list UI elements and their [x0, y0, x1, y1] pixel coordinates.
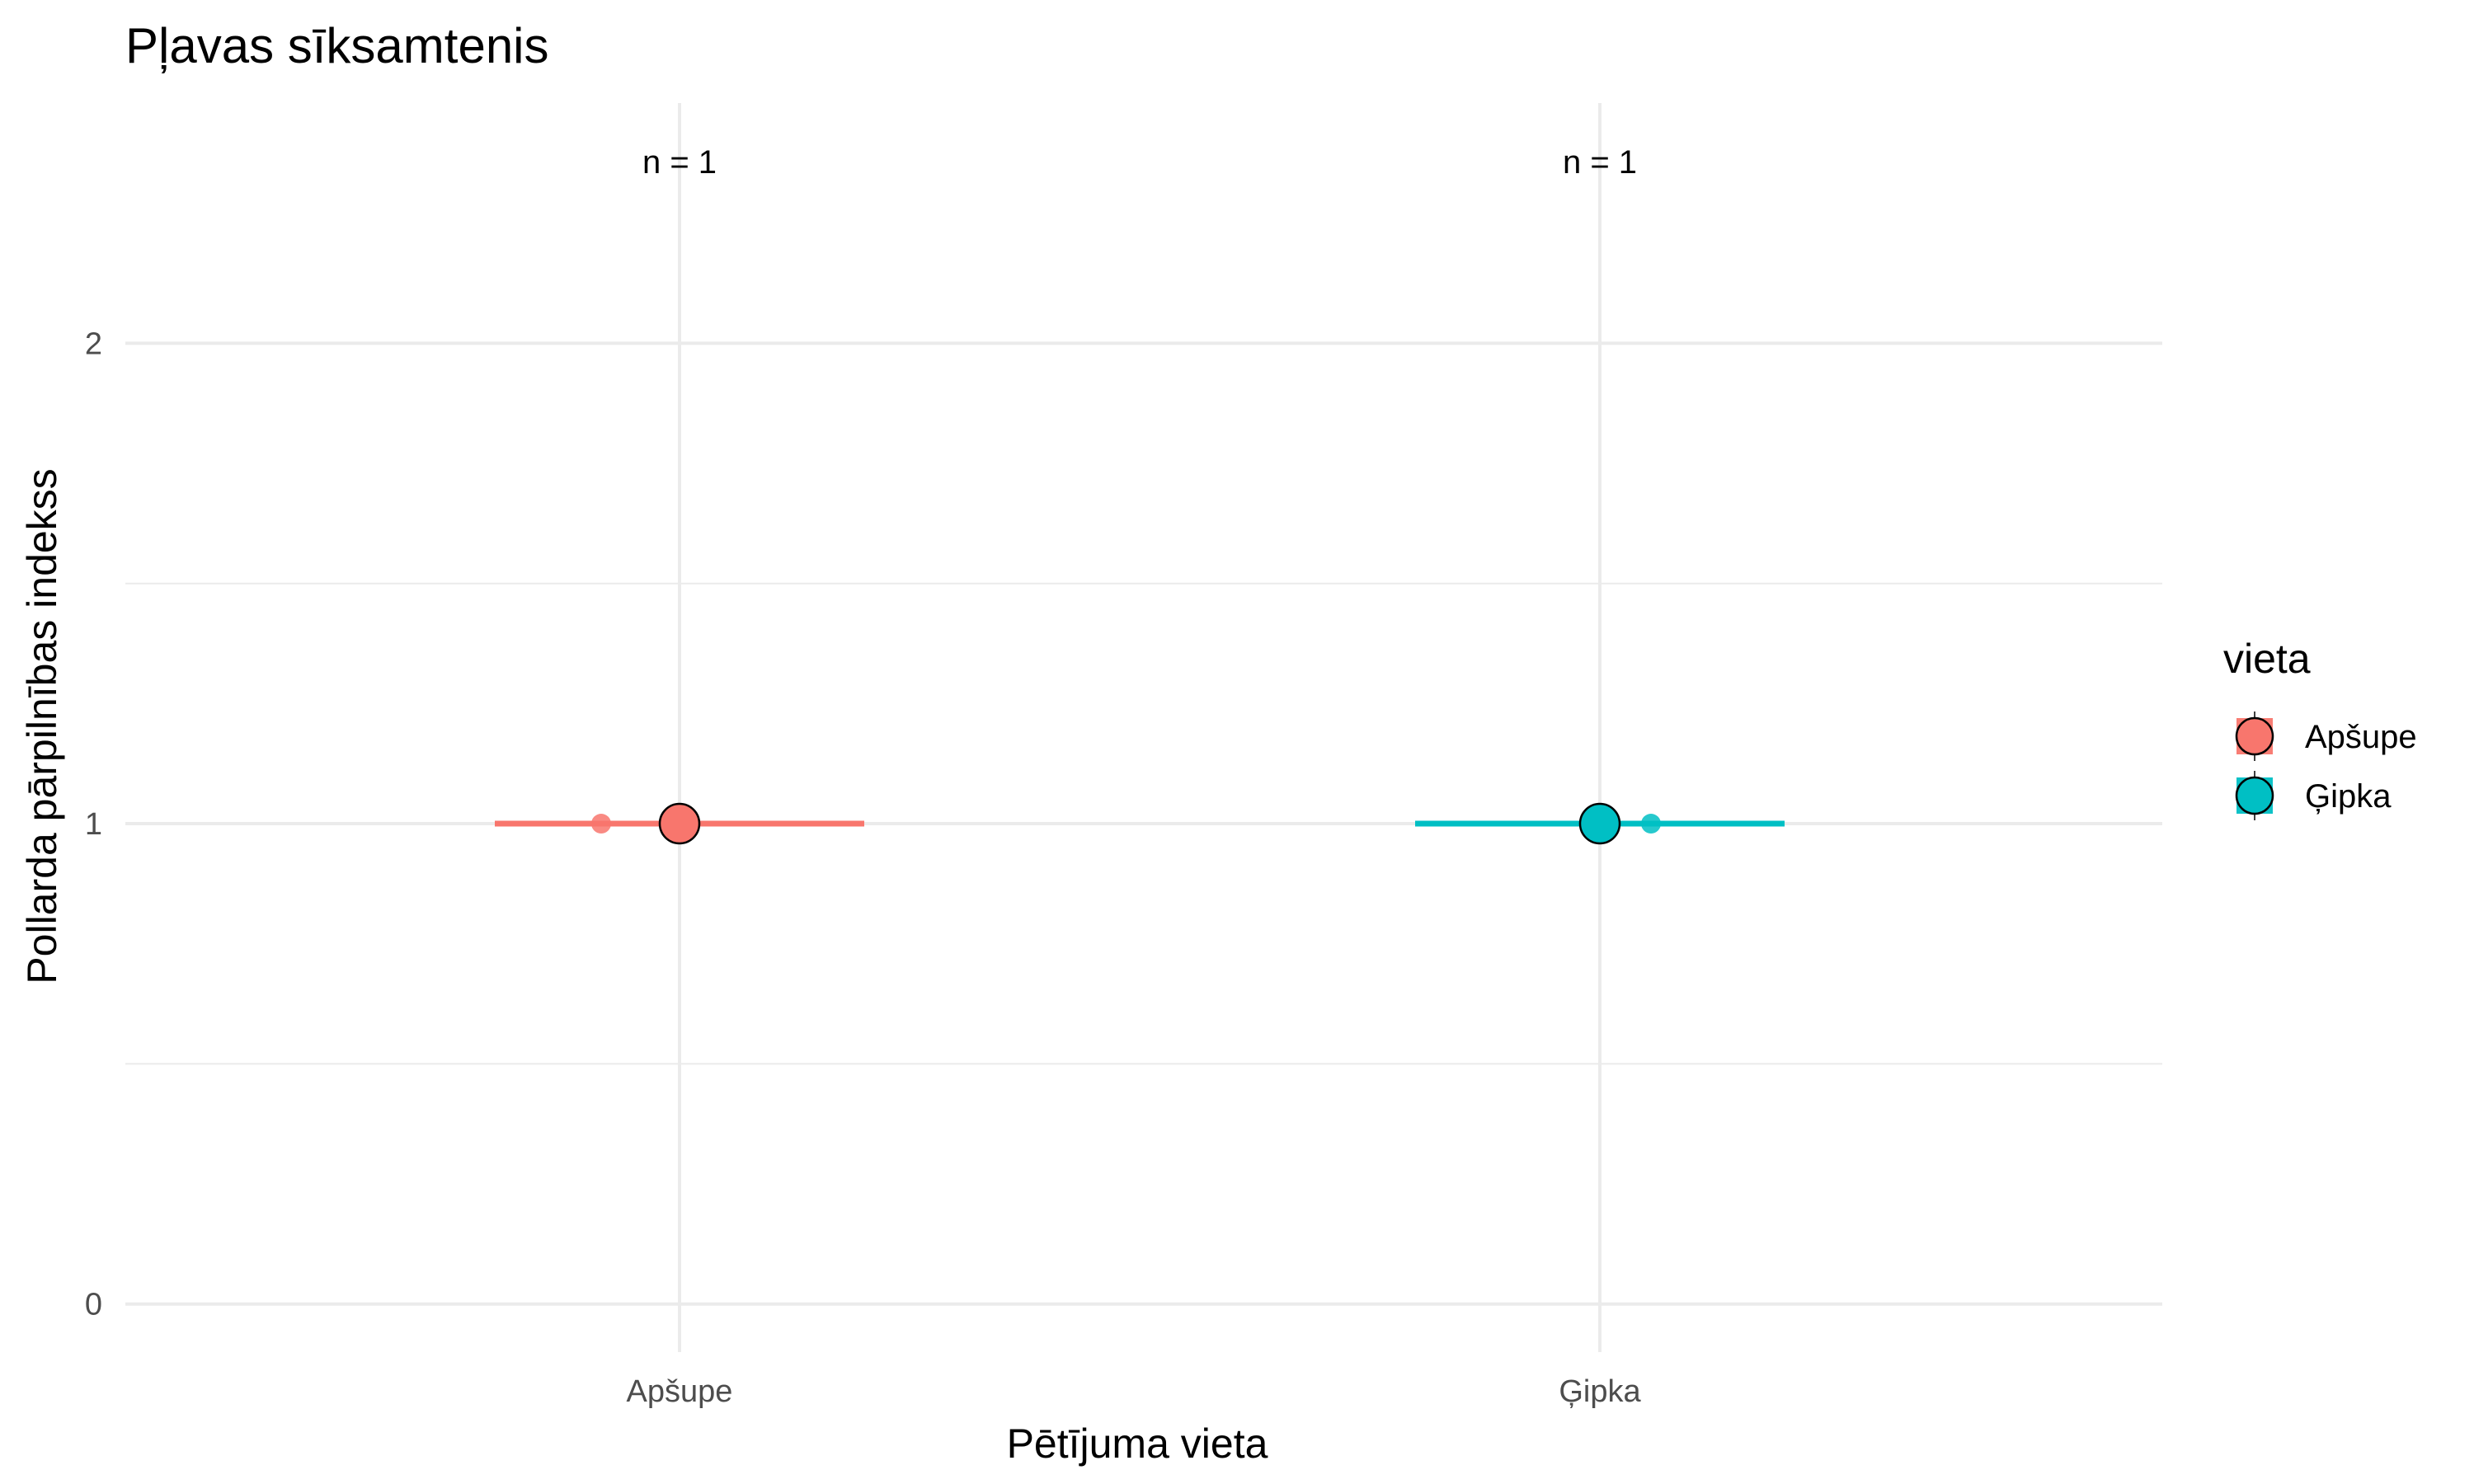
legend-title: vieta — [2223, 636, 2311, 682]
legend-key-point — [2235, 716, 2274, 756]
y-axis-ticks: 0 1 2 — [85, 326, 102, 1322]
x-tick-label: Ģipka — [1559, 1374, 1641, 1409]
y-tick-label: 1 — [85, 807, 102, 842]
sample-size-label: n = 1 — [642, 144, 717, 181]
x-tick-label: Apšupe — [627, 1374, 733, 1409]
legend-key-point — [2235, 776, 2274, 815]
raw-point — [1641, 814, 1661, 834]
legend-label: Apšupe — [2305, 719, 2417, 755]
x-axis-ticks: Apšupe Ģipka — [627, 1374, 1642, 1409]
legend-label: Ģipka — [2305, 778, 2392, 815]
y-tick-label: 2 — [85, 326, 102, 361]
plot-marks: n = 1 n = 1 — [495, 144, 1785, 845]
mean-point — [1578, 802, 1621, 845]
chart-title: Pļavas sīksamtenis — [125, 18, 549, 73]
grid — [125, 103, 2162, 1352]
raw-point — [591, 814, 611, 834]
x-axis-title: Pētījuma vieta — [1007, 1421, 1268, 1467]
y-axis-title: Pollarda pārpilnības indekss — [19, 468, 65, 984]
mean-point — [658, 802, 701, 845]
y-tick-label: 0 — [85, 1288, 102, 1322]
sample-size-label: n = 1 — [1563, 144, 1637, 181]
legend: vieta Apšupe Ģipka — [2223, 636, 2417, 820]
